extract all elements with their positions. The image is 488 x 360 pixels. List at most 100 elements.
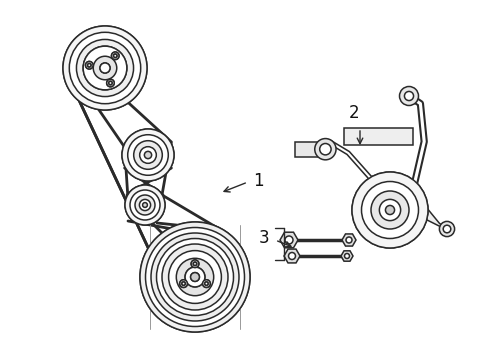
- Circle shape: [379, 199, 400, 221]
- Circle shape: [135, 195, 155, 215]
- Circle shape: [139, 199, 150, 211]
- Circle shape: [168, 251, 221, 303]
- Circle shape: [85, 62, 93, 69]
- Circle shape: [191, 260, 199, 267]
- Circle shape: [144, 151, 151, 159]
- Circle shape: [133, 141, 162, 169]
- Circle shape: [361, 181, 418, 239]
- Circle shape: [140, 147, 156, 163]
- Circle shape: [346, 237, 351, 243]
- Circle shape: [176, 258, 213, 296]
- Circle shape: [140, 222, 249, 332]
- Circle shape: [379, 199, 400, 221]
- Circle shape: [185, 267, 204, 287]
- Circle shape: [63, 26, 147, 110]
- Circle shape: [204, 282, 208, 285]
- Circle shape: [139, 199, 150, 211]
- Circle shape: [76, 40, 133, 96]
- Circle shape: [93, 56, 117, 80]
- Circle shape: [319, 144, 330, 155]
- Circle shape: [69, 32, 141, 104]
- Circle shape: [193, 262, 196, 265]
- Bar: [294, 141, 325, 157]
- Circle shape: [106, 79, 114, 87]
- Text: 2: 2: [348, 104, 359, 122]
- Circle shape: [151, 233, 239, 321]
- Circle shape: [142, 203, 147, 207]
- Circle shape: [182, 282, 185, 285]
- Circle shape: [111, 52, 119, 59]
- Circle shape: [193, 262, 196, 265]
- Polygon shape: [422, 202, 452, 233]
- Circle shape: [69, 32, 141, 104]
- Circle shape: [144, 151, 151, 159]
- Circle shape: [122, 129, 174, 181]
- Circle shape: [385, 206, 394, 215]
- Circle shape: [100, 63, 110, 73]
- Circle shape: [63, 26, 147, 110]
- Circle shape: [133, 141, 162, 169]
- Circle shape: [288, 252, 295, 260]
- Circle shape: [314, 139, 335, 160]
- Circle shape: [439, 221, 454, 237]
- Circle shape: [140, 222, 249, 332]
- Circle shape: [108, 81, 112, 85]
- Circle shape: [162, 244, 227, 310]
- Circle shape: [130, 190, 160, 220]
- Circle shape: [87, 64, 91, 67]
- Circle shape: [202, 280, 210, 287]
- Circle shape: [202, 280, 210, 287]
- Circle shape: [156, 238, 233, 315]
- Circle shape: [145, 228, 244, 327]
- Circle shape: [93, 56, 117, 80]
- Circle shape: [399, 86, 418, 105]
- Circle shape: [142, 203, 147, 207]
- Circle shape: [151, 233, 239, 321]
- Circle shape: [442, 225, 450, 233]
- Circle shape: [100, 63, 110, 73]
- Circle shape: [204, 282, 208, 285]
- Circle shape: [176, 258, 213, 296]
- Circle shape: [85, 62, 93, 69]
- Circle shape: [125, 185, 164, 225]
- Circle shape: [344, 253, 349, 258]
- Text: 1: 1: [252, 172, 263, 190]
- Circle shape: [111, 52, 119, 59]
- Circle shape: [370, 191, 408, 229]
- Circle shape: [113, 54, 117, 58]
- Circle shape: [130, 190, 160, 220]
- Circle shape: [108, 81, 112, 85]
- Circle shape: [361, 181, 418, 239]
- Circle shape: [190, 273, 199, 282]
- Text: 3: 3: [258, 229, 269, 247]
- Circle shape: [351, 172, 427, 248]
- Circle shape: [127, 135, 168, 175]
- Circle shape: [122, 129, 174, 181]
- Circle shape: [127, 135, 168, 175]
- Circle shape: [180, 280, 187, 287]
- Circle shape: [191, 260, 199, 267]
- Circle shape: [87, 64, 91, 67]
- Circle shape: [135, 195, 155, 215]
- Circle shape: [145, 228, 244, 327]
- Circle shape: [385, 206, 394, 215]
- Circle shape: [106, 79, 114, 87]
- Circle shape: [83, 46, 126, 90]
- Circle shape: [285, 236, 292, 244]
- Circle shape: [404, 91, 413, 100]
- Circle shape: [76, 40, 133, 96]
- Circle shape: [190, 273, 199, 282]
- Circle shape: [162, 244, 227, 310]
- Circle shape: [113, 54, 117, 58]
- Circle shape: [168, 251, 221, 303]
- Bar: [344, 128, 412, 145]
- Circle shape: [182, 282, 185, 285]
- Circle shape: [185, 267, 204, 287]
- Circle shape: [180, 280, 187, 287]
- Circle shape: [156, 238, 233, 315]
- Circle shape: [351, 172, 427, 248]
- Circle shape: [125, 185, 164, 225]
- Circle shape: [140, 147, 156, 163]
- Circle shape: [83, 46, 126, 90]
- Circle shape: [370, 191, 408, 229]
